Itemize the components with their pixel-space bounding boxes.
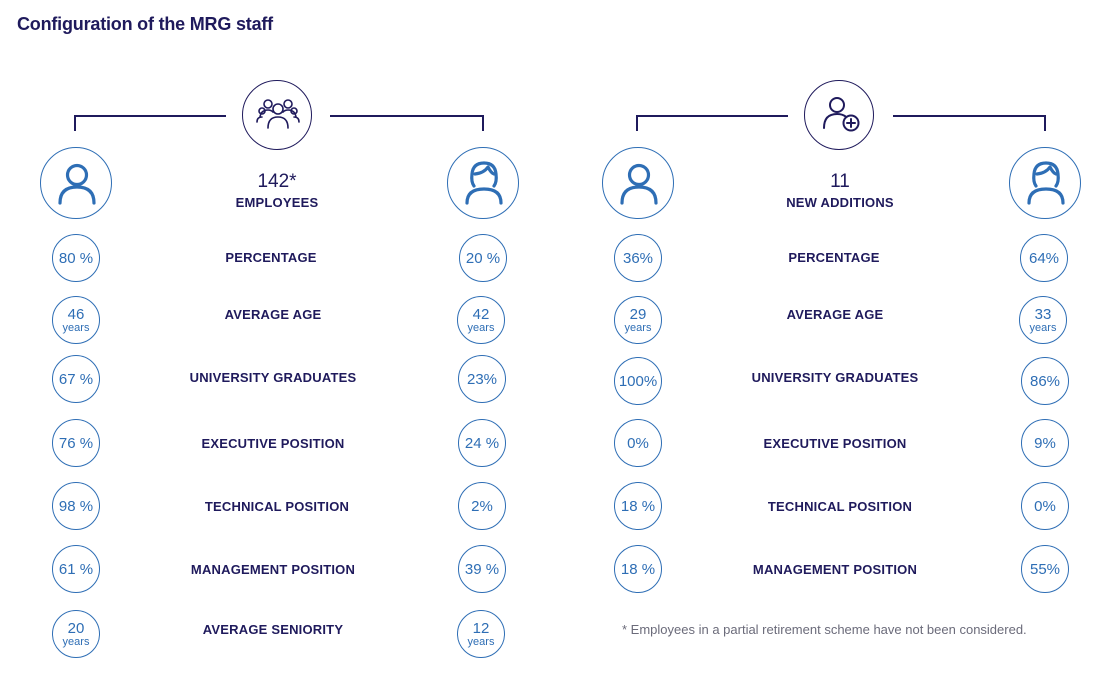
total-label: EMPLOYEES (235, 195, 319, 210)
bubble-value: 0% (1034, 497, 1056, 515)
women-university-graduates-value: 86% (1021, 357, 1069, 405)
bubble-value: 29 (629, 305, 647, 323)
women-technical-position-value: 0% (1021, 482, 1069, 530)
row-label-university-graduates: UNIVERSITY GRADUATES (751, 370, 919, 385)
women-technical-position-value: 2% (458, 482, 506, 530)
new-additions-total: 11 NEW ADDITIONS (740, 171, 940, 210)
female-person-icon (447, 147, 519, 219)
row-label-executive-position: EXECUTIVE POSITION (201, 436, 345, 451)
bubble-value: 76 % (58, 434, 94, 452)
total-label: NEW ADDITIONS (786, 195, 894, 210)
women-management-position-value: 39 % (458, 545, 506, 593)
bubble-value: 80 % (58, 249, 94, 267)
new-additions-panel: 11 NEW ADDITIONS 36% PERCENTAGE 64% 29 y… (562, 0, 1119, 676)
bracket-tick-right (482, 115, 484, 131)
women-average-age-value: 33 years (1019, 296, 1067, 344)
women-executive-position-value: 24 % (458, 419, 506, 467)
total-number: 11 (830, 171, 850, 192)
women-average-seniority-value: 12 years (457, 610, 505, 658)
bracket-line-left (74, 115, 226, 117)
bubble-value: 39 % (464, 560, 500, 578)
women-management-position-value: 55% (1021, 545, 1069, 593)
bubble-value: 46 (67, 305, 85, 323)
row-label-executive-position: EXECUTIVE POSITION (763, 436, 907, 451)
row-label-percentage: PERCENTAGE (788, 250, 880, 265)
bubble-value: 33 (1034, 305, 1052, 323)
men-management-position-value: 61 % (52, 545, 100, 593)
men-university-graduates-value: 100% (614, 357, 662, 405)
men-executive-position-value: 0% (614, 419, 662, 467)
bracket-line-right (893, 115, 1046, 117)
bubble-value: 64% (1028, 249, 1060, 267)
bracket-tick-right (1044, 115, 1046, 131)
women-average-age-value: 42 years (457, 296, 505, 344)
employees-panel: 142* EMPLOYEES 80 % PERCENTAGE 20 % 46 y… (40, 80, 519, 658)
women-university-graduates-value: 23% (458, 355, 506, 403)
men-technical-position-value: 18 % (614, 482, 662, 530)
bubble-value: 18 % (620, 497, 656, 515)
men-executive-position-value: 76 % (52, 419, 100, 467)
bubble-value: 2% (471, 497, 493, 515)
male-person-icon (40, 147, 112, 219)
male-person-icon (602, 147, 674, 219)
men-university-graduates-value: 67 % (52, 355, 100, 403)
bracket-tick-left (636, 115, 638, 131)
women-executive-position-value: 9% (1021, 419, 1069, 467)
bubble-value: 42 (472, 305, 490, 323)
bubble-value: 23% (466, 370, 498, 388)
employees-total: 142* EMPLOYEES (177, 171, 377, 210)
men-average-age-value: 46 years (52, 296, 100, 344)
female-person-icon (1009, 147, 1081, 219)
bubble-unit: years (62, 635, 90, 648)
bubble-unit: years (467, 321, 495, 334)
bubble-value: 36% (622, 249, 654, 267)
men-technical-position-value: 98 % (52, 482, 100, 530)
bubble-unit: years (1029, 321, 1057, 334)
bubble-unit: years (624, 321, 652, 334)
page-title: Configuration of the MRG staff (17, 14, 273, 34)
bracket-tick-left (74, 115, 76, 131)
bubble-value: 0% (627, 434, 649, 452)
men-average-age-value: 29 years (614, 296, 662, 344)
row-label-management-position: MANAGEMENT POSITION (752, 562, 918, 577)
women-percentage-value: 20 % (459, 234, 507, 282)
men-management-position-value: 18 % (614, 545, 662, 593)
women-percentage-value: 64% (1020, 234, 1068, 282)
row-label-average-seniority: AVERAGE SENIORITY (202, 622, 344, 637)
row-label-management-position: MANAGEMENT POSITION (190, 562, 356, 577)
bubble-value: 67 % (58, 370, 94, 388)
row-label-technical-position: TECHNICAL POSITION (767, 499, 913, 514)
row-label-technical-position: TECHNICAL POSITION (204, 499, 350, 514)
bracket-line-left (636, 115, 788, 117)
bubble-value: 98 % (58, 497, 94, 515)
bubble-value: 20 (67, 619, 85, 637)
men-average-seniority-value: 20 years (52, 610, 100, 658)
row-label-average-age: AVERAGE AGE (786, 307, 884, 322)
bracket-line-right (330, 115, 484, 117)
bubble-value: 61 % (58, 560, 94, 578)
bubble-value: 86% (1029, 372, 1061, 390)
row-label-university-graduates: UNIVERSITY GRADUATES (189, 370, 357, 385)
bubble-value: 9% (1034, 434, 1056, 452)
bubble-value: 55% (1029, 560, 1061, 578)
men-percentage-value: 36% (614, 234, 662, 282)
men-percentage-value: 80 % (52, 234, 100, 282)
bubble-value: 100% (618, 372, 658, 390)
total-number: 142* (257, 171, 297, 192)
bubble-value: 12 (472, 619, 490, 637)
bubble-value: 18 % (620, 560, 656, 578)
bubble-unit: years (62, 321, 90, 334)
bubble-unit: years (467, 635, 495, 648)
group-icon (242, 80, 312, 150)
footnote: * Employees in a partial retirement sche… (622, 622, 1027, 637)
bubble-value: 20 % (465, 249, 501, 267)
row-label-average-age: AVERAGE AGE (224, 307, 322, 322)
row-label-percentage: PERCENTAGE (225, 250, 317, 265)
add-person-icon (804, 80, 874, 150)
bubble-value: 24 % (464, 434, 500, 452)
